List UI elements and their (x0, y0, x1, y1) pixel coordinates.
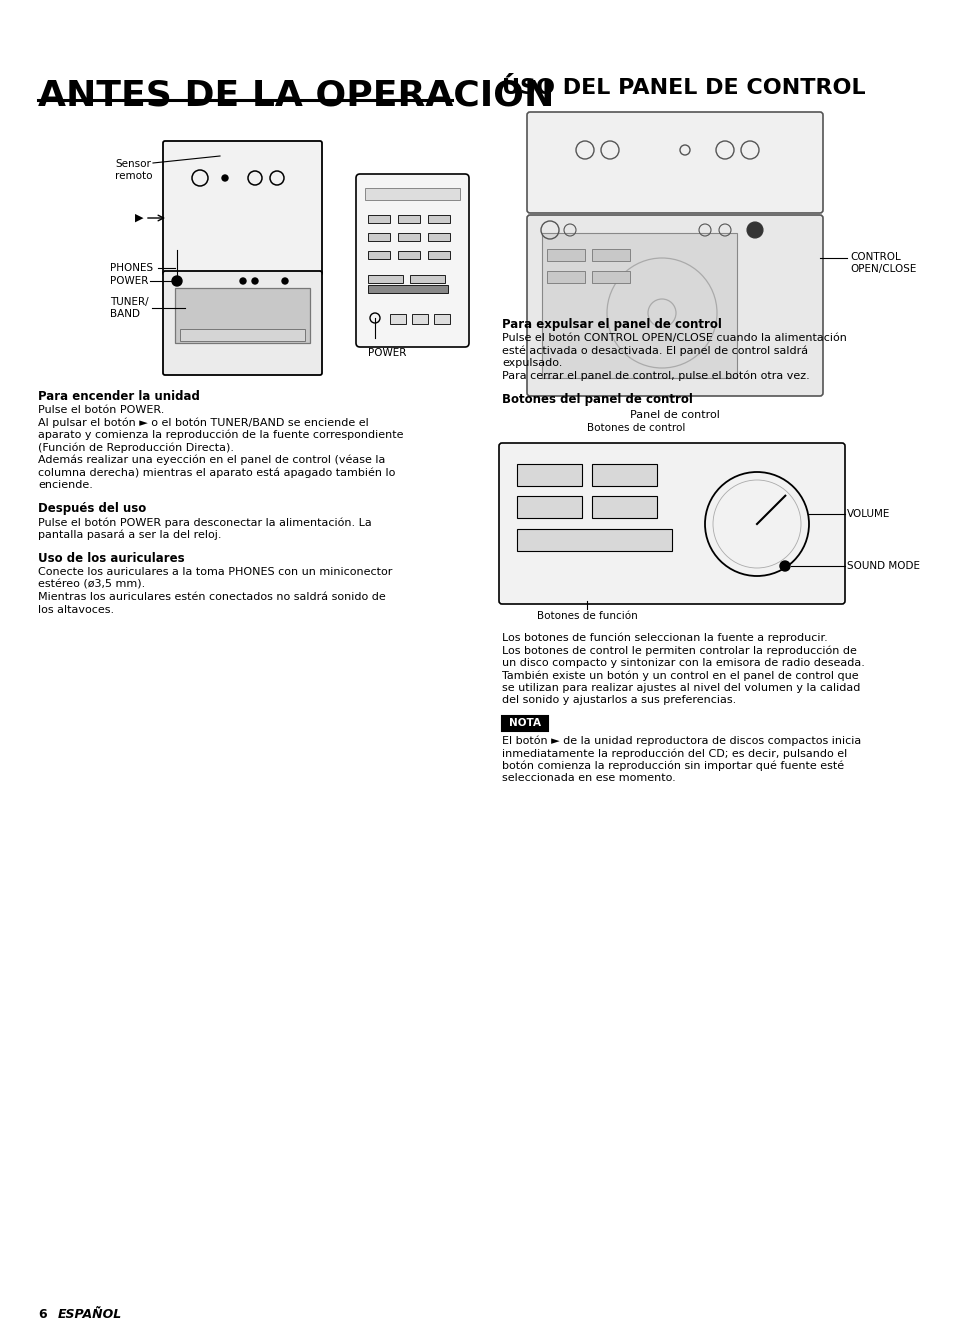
Bar (397, 251, 419, 259)
Bar (365, 188, 459, 200)
Circle shape (222, 174, 228, 181)
Bar (592, 464, 657, 486)
Text: del sonido y ajustarlos a sus preferencias.: del sonido y ajustarlos a sus preferenci… (501, 695, 736, 706)
Text: botón comienza la reproducción sin importar qué fuente esté: botón comienza la reproducción sin impor… (501, 761, 843, 772)
Bar (541, 234, 737, 378)
Text: Botones de función: Botones de función (536, 611, 637, 621)
Text: VOLUME: VOLUME (846, 509, 889, 519)
Text: Al pulsar el botón ► o el botón TUNER/BAND se enciende el: Al pulsar el botón ► o el botón TUNER/BA… (38, 417, 369, 428)
Text: pantalla pasará a ser la del reloj.: pantalla pasará a ser la del reloj. (38, 530, 221, 541)
Text: Sensor
remoto: Sensor remoto (115, 160, 152, 181)
Bar (368, 234, 390, 242)
Text: POWER: POWER (368, 348, 406, 358)
Text: Pulse el botón POWER para desconectar la alimentación. La: Pulse el botón POWER para desconectar la… (38, 518, 372, 527)
Text: seleccionada en ese momento.: seleccionada en ese momento. (501, 773, 675, 784)
Text: También existe un botón y un control en el panel de control que: También existe un botón y un control en … (501, 671, 858, 680)
Text: inmediatamente la reproducción del CD; es decir, pulsando el: inmediatamente la reproducción del CD; e… (501, 749, 846, 760)
Text: Después del uso: Después del uso (38, 502, 146, 515)
FancyBboxPatch shape (163, 141, 322, 275)
Circle shape (282, 278, 288, 285)
Bar (501, 717, 547, 731)
Text: Uso de los auriculares: Uso de los auriculares (38, 553, 185, 565)
FancyBboxPatch shape (498, 443, 844, 604)
Text: esté activada o desactivada. El panel de control saldrá: esté activada o desactivada. El panel de… (501, 345, 807, 356)
Text: enciende.: enciende. (38, 480, 92, 490)
Bar (517, 464, 581, 486)
Text: CONTROL
OPEN/CLOSE: CONTROL OPEN/CLOSE (849, 252, 916, 274)
Text: (Función de Reproducción Directa).: (Función de Reproducción Directa). (38, 443, 233, 454)
Text: 6: 6 (38, 1308, 47, 1321)
Text: SOUND MODE: SOUND MODE (846, 561, 919, 570)
FancyBboxPatch shape (526, 215, 822, 396)
Text: un disco compacto y sintonizar con la emisora de radio deseada.: un disco compacto y sintonizar con la em… (501, 658, 864, 668)
Bar (546, 250, 584, 260)
Bar (592, 271, 629, 283)
Text: POWER: POWER (110, 276, 149, 286)
Text: Panel de control: Panel de control (629, 411, 720, 420)
Text: NOTA: NOTA (509, 718, 540, 729)
Text: El botón ► de la unidad reproductora de discos compactos inicia: El botón ► de la unidad reproductora de … (501, 735, 861, 746)
Bar (397, 215, 419, 223)
Text: Los botones de control le permiten controlar la reproducción de: Los botones de control le permiten contr… (501, 646, 856, 656)
Bar (412, 314, 428, 323)
Text: Pulse el botón POWER.: Pulse el botón POWER. (38, 405, 164, 415)
Text: Conecte los auriculares a la toma PHONES con un miniconector: Conecte los auriculares a la toma PHONES… (38, 568, 392, 577)
Text: PHONES: PHONES (110, 263, 153, 272)
Text: Mientras los auriculares estén conectados no saldrá sonido de: Mientras los auriculares estén conectado… (38, 593, 385, 603)
FancyBboxPatch shape (526, 111, 822, 213)
Text: ANTES DE LA OPERACIÓN: ANTES DE LA OPERACIÓN (38, 78, 554, 111)
Bar (368, 215, 390, 223)
Circle shape (172, 276, 182, 286)
Circle shape (746, 221, 762, 238)
Bar (368, 251, 390, 259)
Text: estéreo (ø3,5 mm).: estéreo (ø3,5 mm). (38, 580, 145, 590)
Bar (546, 271, 584, 283)
Bar (517, 497, 581, 518)
Bar (517, 529, 671, 552)
Text: Para expulsar el panel de control: Para expulsar el panel de control (501, 318, 721, 331)
Bar (428, 251, 450, 259)
Text: TUNER/
BAND: TUNER/ BAND (110, 297, 149, 319)
Text: expulsado.: expulsado. (501, 358, 561, 368)
Bar (368, 285, 448, 293)
Bar (174, 289, 310, 344)
Bar (428, 215, 450, 223)
Bar (368, 275, 402, 283)
Bar (428, 234, 450, 242)
Circle shape (780, 561, 789, 570)
Circle shape (240, 278, 246, 285)
Circle shape (252, 278, 257, 285)
Text: Además realizar una eyección en el panel de control (véase la: Además realizar una eyección en el panel… (38, 455, 385, 466)
Bar (592, 497, 657, 518)
Text: Botones del panel de control: Botones del panel de control (501, 393, 692, 407)
Bar (410, 275, 444, 283)
Bar (390, 314, 406, 323)
FancyBboxPatch shape (163, 271, 322, 374)
Text: ▶: ▶ (134, 213, 143, 223)
Text: aparato y comienza la reproducción de la fuente correspondiente: aparato y comienza la reproducción de la… (38, 429, 403, 440)
Text: los altavoces.: los altavoces. (38, 605, 114, 615)
Bar (434, 314, 450, 323)
Text: Botones de control: Botones de control (586, 423, 684, 433)
Text: Los botones de función seleccionan la fuente a reproducir.: Los botones de función seleccionan la fu… (501, 633, 827, 644)
Text: columna derecha) mientras el aparato está apagado también lo: columna derecha) mientras el aparato est… (38, 467, 395, 478)
Bar (180, 329, 305, 341)
Text: se utilizan para realizar ajustes al nivel del volumen y la calidad: se utilizan para realizar ajustes al niv… (501, 683, 860, 692)
Text: USO DEL PANEL DE CONTROL: USO DEL PANEL DE CONTROL (501, 78, 864, 98)
Text: Para cerrar el panel de control, pulse el botón otra vez.: Para cerrar el panel de control, pulse e… (501, 370, 809, 381)
Text: ESPAÑOL: ESPAÑOL (58, 1308, 122, 1321)
Text: Para encender la unidad: Para encender la unidad (38, 391, 200, 403)
Text: Pulse el botón CONTROL OPEN/CLOSE cuando la alimentación: Pulse el botón CONTROL OPEN/CLOSE cuando… (501, 333, 846, 344)
FancyBboxPatch shape (355, 174, 469, 348)
Bar (397, 234, 419, 242)
Bar (592, 250, 629, 260)
